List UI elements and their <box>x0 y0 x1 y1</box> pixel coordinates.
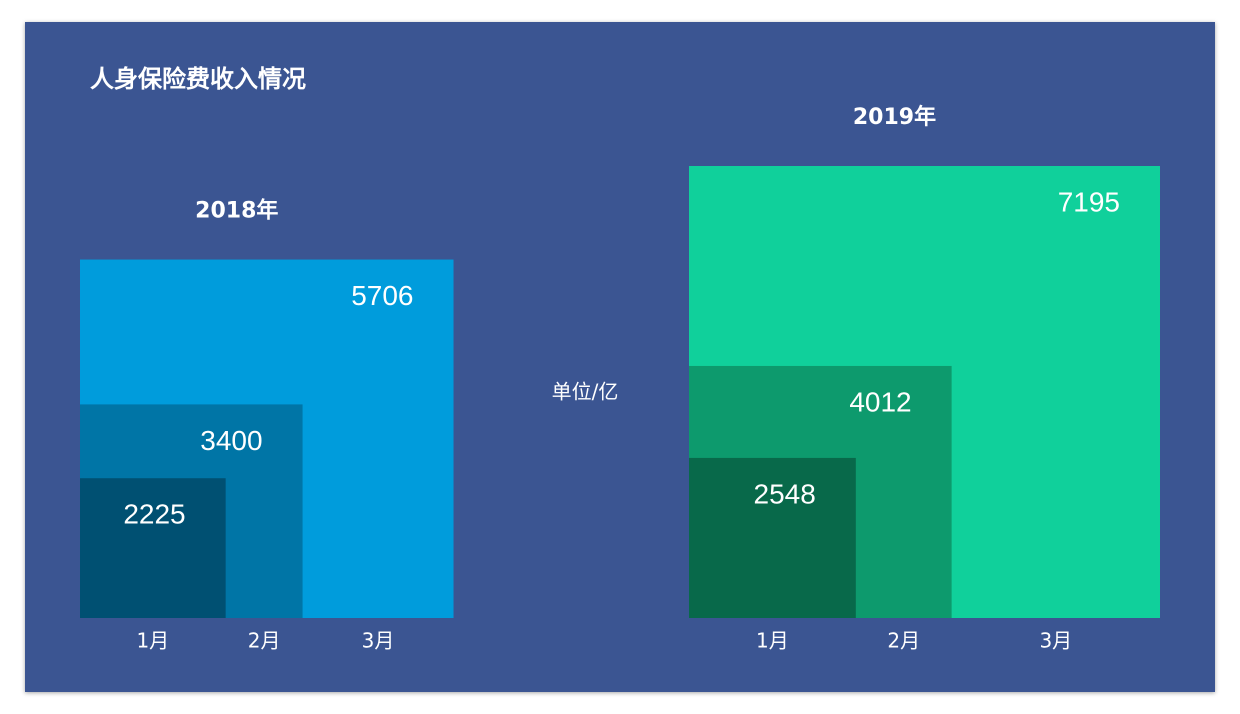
x-tick-label: 1月 <box>756 629 789 653</box>
square <box>80 478 226 618</box>
chart-title: 2019年 <box>853 104 936 130</box>
square <box>689 457 856 618</box>
unit-label: 单位/亿 <box>552 380 619 404</box>
value-label: 7195 <box>1058 186 1120 217</box>
x-tick-label: 3月 <box>1039 629 1072 653</box>
x-tick-label: 2月 <box>887 629 920 653</box>
x-tick-label: 1月 <box>136 629 169 653</box>
value-label: 4012 <box>849 386 911 417</box>
value-label: 2225 <box>123 499 185 530</box>
page-title: 人身保险费收入情况 <box>90 65 306 93</box>
x-tick-label: 2月 <box>248 629 281 653</box>
value-label: 3400 <box>200 425 262 456</box>
x-tick-label: 3月 <box>362 629 395 653</box>
chart-title: 2018年 <box>195 198 278 224</box>
value-label: 2548 <box>754 478 816 509</box>
value-label: 5706 <box>351 280 413 311</box>
